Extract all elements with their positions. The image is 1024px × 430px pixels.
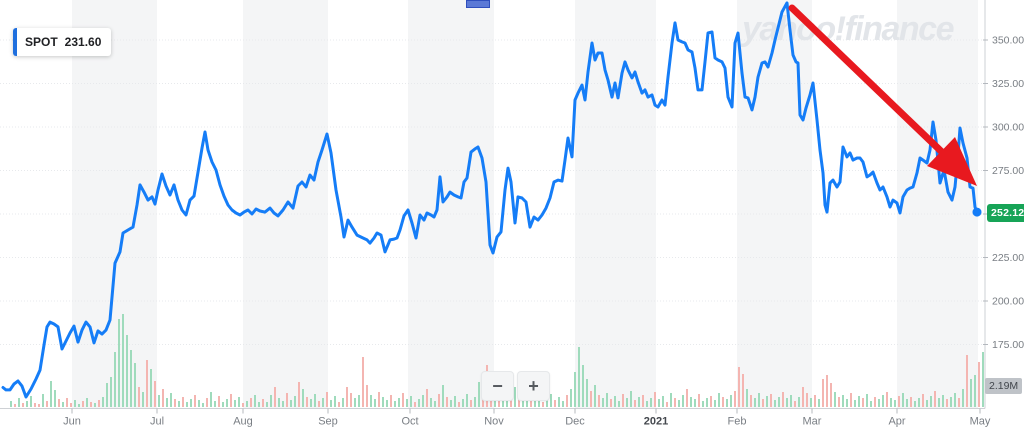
- annotation-arrow-head: [927, 137, 977, 186]
- watermark: yahoo!finance: [740, 10, 954, 48]
- y-axis-label-200: 200.00: [992, 296, 1024, 308]
- x-axis-label-aug: Aug: [233, 416, 253, 428]
- x-axis-label-apr: Apr: [888, 416, 905, 428]
- clipped-toolbar-fragment: [466, 0, 490, 8]
- legend-accent-bar: [13, 28, 17, 56]
- y-axis-label-350: 350.00: [992, 35, 1024, 47]
- y-axis-label-225: 225.00: [992, 252, 1024, 264]
- zoom-in-button[interactable]: +: [517, 371, 550, 401]
- ticker-symbol: SPOT: [25, 35, 58, 49]
- x-axis-label-feb: Feb: [728, 416, 747, 428]
- last-price-badge: 252.12: [987, 204, 1024, 222]
- y-axis-label-275: 275.00: [992, 165, 1024, 177]
- x-axis-label-oct: Oct: [401, 416, 418, 428]
- x-axis-label-2021: 2021: [644, 416, 668, 428]
- x-axis-label-sep: Sep: [318, 416, 338, 428]
- y-axis-label-175: 175.00: [992, 339, 1024, 351]
- x-axis-label-dec: Dec: [565, 416, 585, 428]
- y-axis-label-325: 325.00: [992, 78, 1024, 90]
- x-axis-label-jun: Jun: [63, 416, 81, 428]
- x-axis-label-mar: Mar: [803, 416, 822, 428]
- last-price-dot: [972, 207, 982, 217]
- x-axis-label-may: May: [970, 416, 991, 428]
- price-line-layer: [1, 1, 982, 399]
- price-line-series: [1, 1, 979, 399]
- ticker-close-price: 231.60: [64, 35, 102, 49]
- x-axis-label-nov: Nov: [484, 416, 504, 428]
- bands-layer: [72, 0, 978, 409]
- annotation-arrow-layer: [788, 4, 977, 186]
- zoom-out-button[interactable]: −: [481, 371, 514, 401]
- y-axis-label-300: 300.00: [992, 122, 1024, 134]
- zoom-controls: − +: [481, 371, 550, 401]
- x-axis-label-jul: Jul: [150, 416, 164, 428]
- symbol-legend[interactable]: SPOT 231.60: [13, 28, 112, 56]
- volume-value-badge: 2.19M: [985, 378, 1023, 394]
- gridlines-layer: [0, 39, 985, 345]
